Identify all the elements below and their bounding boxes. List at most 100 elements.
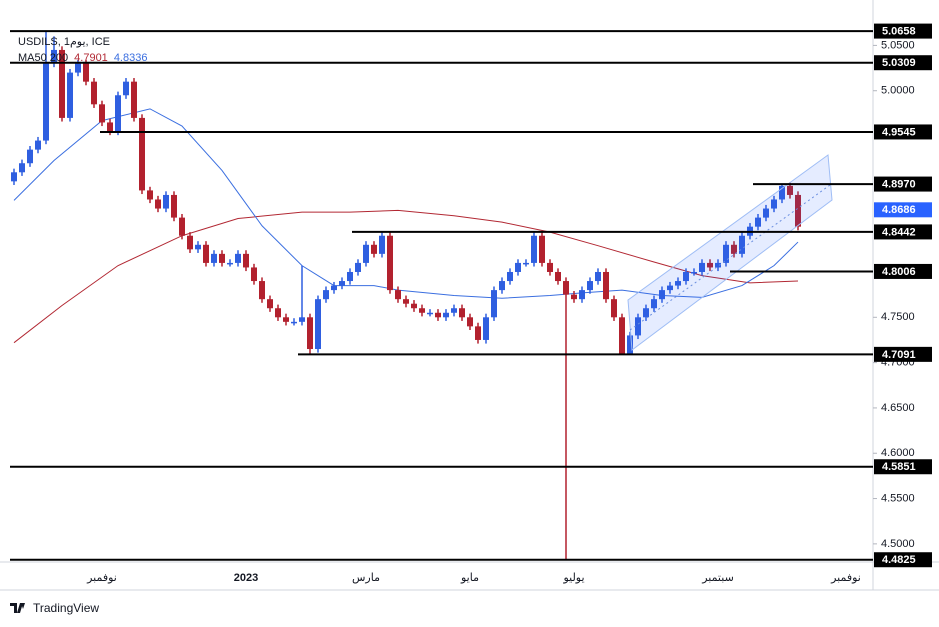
candle-body [19,163,25,173]
candle-body [451,308,457,313]
candle-body [563,281,569,295]
candle-body [659,290,665,300]
y-tick-label: 4.5000 [881,538,915,550]
candle-body [251,267,257,282]
candle-body [267,299,273,309]
candle-body [171,194,177,218]
candle-body [643,308,649,318]
x-tick-label: 2023 [234,572,258,584]
candle-body [779,185,785,200]
candle-body [371,244,377,254]
candle-body [531,235,537,263]
level-label-box [874,224,932,240]
x-tick-label: مايو [460,572,479,584]
candle-body [147,190,153,200]
candle-body [395,290,401,300]
level-label: 4.8970 [882,178,916,190]
candle-body [379,235,385,254]
candle-body [243,253,249,268]
candle-body [699,262,705,272]
candle-body [35,140,41,150]
candle-body [507,271,513,282]
level-label-box [874,23,932,39]
level-label: 4.8006 [882,266,916,278]
candle-body [619,317,625,354]
candle-body [427,312,433,315]
candle-body [579,290,585,300]
candle-body [59,49,65,118]
y-tick-label: 5.0000 [881,85,915,97]
candle-body [323,290,329,300]
brand-logo [10,603,25,613]
candle-body [115,95,121,132]
candle-body [491,290,497,318]
candle-body [675,281,681,286]
legend-ma-value: 4.8336 [114,52,148,64]
level-label: 4.9545 [882,126,916,138]
level-label: 5.0658 [882,25,916,37]
candle-body [195,244,201,250]
candle-body [555,271,561,282]
candle-body [27,149,33,164]
level-label-box [874,124,932,140]
level-label-box [874,263,932,279]
y-tick-label: 5.0500 [881,39,915,51]
candle-body [667,285,673,291]
candle-body [739,235,745,254]
candle-body [627,335,633,354]
y-tick-label: 4.6000 [881,447,915,459]
candle-body [523,262,529,265]
level-label: 4.7091 [882,349,916,361]
x-tick-label: يوليو [562,572,584,584]
y-tick-label: 4.6500 [881,402,915,414]
candle-body [259,281,265,300]
candle-body [283,317,289,322]
legend-symbol: USDILS, 1يوم, ICE [18,36,110,48]
candle-body [211,253,217,263]
last-price-label: 4.8686 [882,204,916,216]
candle-body [435,312,441,318]
candle-body [347,271,353,282]
candle-body [235,253,241,263]
legend-ma-value: 4.7901 [74,52,108,64]
candle-body [155,199,161,209]
candle-body [795,194,801,227]
last-price-box [874,202,932,218]
candle-body [187,235,193,250]
level-label-box [874,55,932,71]
candle-body [291,321,297,324]
candle-body [651,299,657,309]
candle-body [387,235,393,291]
level-label: 4.5851 [882,461,916,473]
candle-body [731,244,737,254]
candle-body [603,271,609,300]
candle-body [123,81,129,96]
candle-body [299,317,305,322]
candle-body [363,244,369,263]
level-label: 5.0309 [882,57,916,69]
level-label-box [874,459,932,475]
y-tick-label: 4.7500 [881,311,915,323]
candle-body [107,122,113,132]
candle-body [771,199,777,209]
candle-body [611,299,617,318]
candle-body [475,326,481,340]
plot-area [11,31,801,560]
candle-body [131,81,137,118]
level-label: 4.8442 [882,226,916,238]
candle-body [163,194,169,209]
candle-body [483,317,489,340]
candle-body [91,81,97,105]
level-label-box [874,346,932,362]
candle-body [411,303,417,309]
candle-body [467,317,473,327]
candle-body [67,72,73,118]
candle-body [219,253,225,263]
candle-body [707,262,713,268]
candle-body [203,244,209,263]
candle-body [227,262,233,265]
candle-body [499,281,505,291]
candle-body [755,217,761,227]
